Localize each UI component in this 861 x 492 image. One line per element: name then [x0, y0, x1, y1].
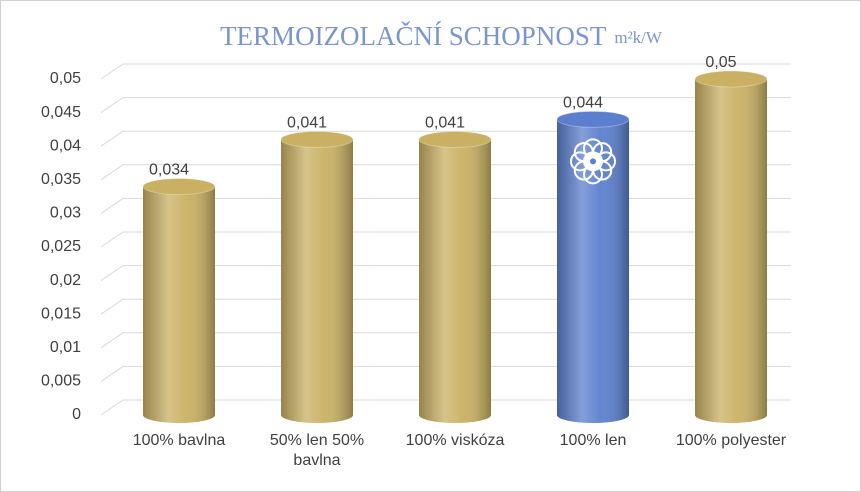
- value-label: 0,034: [149, 162, 189, 179]
- title-text: TERMOIZOLAČNÍ SCHOPNOST: [220, 21, 607, 51]
- bar-top: [694, 70, 768, 88]
- x-tick-label: 50% len 50% bavlna: [269, 432, 365, 469]
- y-tick-label: 0,045: [41, 104, 81, 121]
- value-label: 0,044: [563, 95, 603, 112]
- grid-line: [100, 63, 791, 80]
- x-tick-label: 100% viskóza: [405, 432, 505, 449]
- bar-top: [556, 110, 630, 128]
- y-tick-label: 0,02: [50, 272, 81, 289]
- logo-icon: [570, 138, 616, 185]
- bar-top: [418, 130, 492, 148]
- grid-line: [100, 97, 791, 114]
- bar-shade: [695, 79, 767, 423]
- x-tick-label: 100% polyester: [675, 432, 787, 449]
- bar-shade: [557, 119, 629, 423]
- bar-shade: [419, 139, 491, 424]
- bar-top: [142, 178, 216, 196]
- value-label: 0,041: [287, 115, 327, 132]
- chart-title: TERMOIZOLAČNÍ SCHOPNOST m²k/W: [220, 21, 663, 51]
- bar-shade: [281, 139, 353, 424]
- y-tick-label: 0,005: [41, 373, 81, 390]
- logo-part: [590, 158, 596, 165]
- bar-shade: [143, 186, 215, 423]
- y-tick-label: 0,01: [50, 339, 81, 356]
- y-tick-label: 0,03: [50, 205, 81, 222]
- y-tick-label: 0,04: [50, 137, 81, 154]
- y-tick-label: 0,025: [41, 238, 81, 255]
- y-tick-label: 0,035: [41, 171, 81, 188]
- y-tick-label: 0,05: [50, 70, 81, 87]
- y-tick-label: 0: [72, 406, 81, 423]
- value-label: 0,05: [705, 54, 736, 71]
- bar-top: [280, 130, 354, 148]
- value-label: 0,041: [425, 115, 465, 132]
- x-tick-label: 100% bavlna: [132, 432, 226, 449]
- x-tick-label: 100% len: [559, 432, 627, 449]
- title-unit: m²k/W: [614, 28, 663, 47]
- y-tick-label: 0,015: [41, 305, 81, 322]
